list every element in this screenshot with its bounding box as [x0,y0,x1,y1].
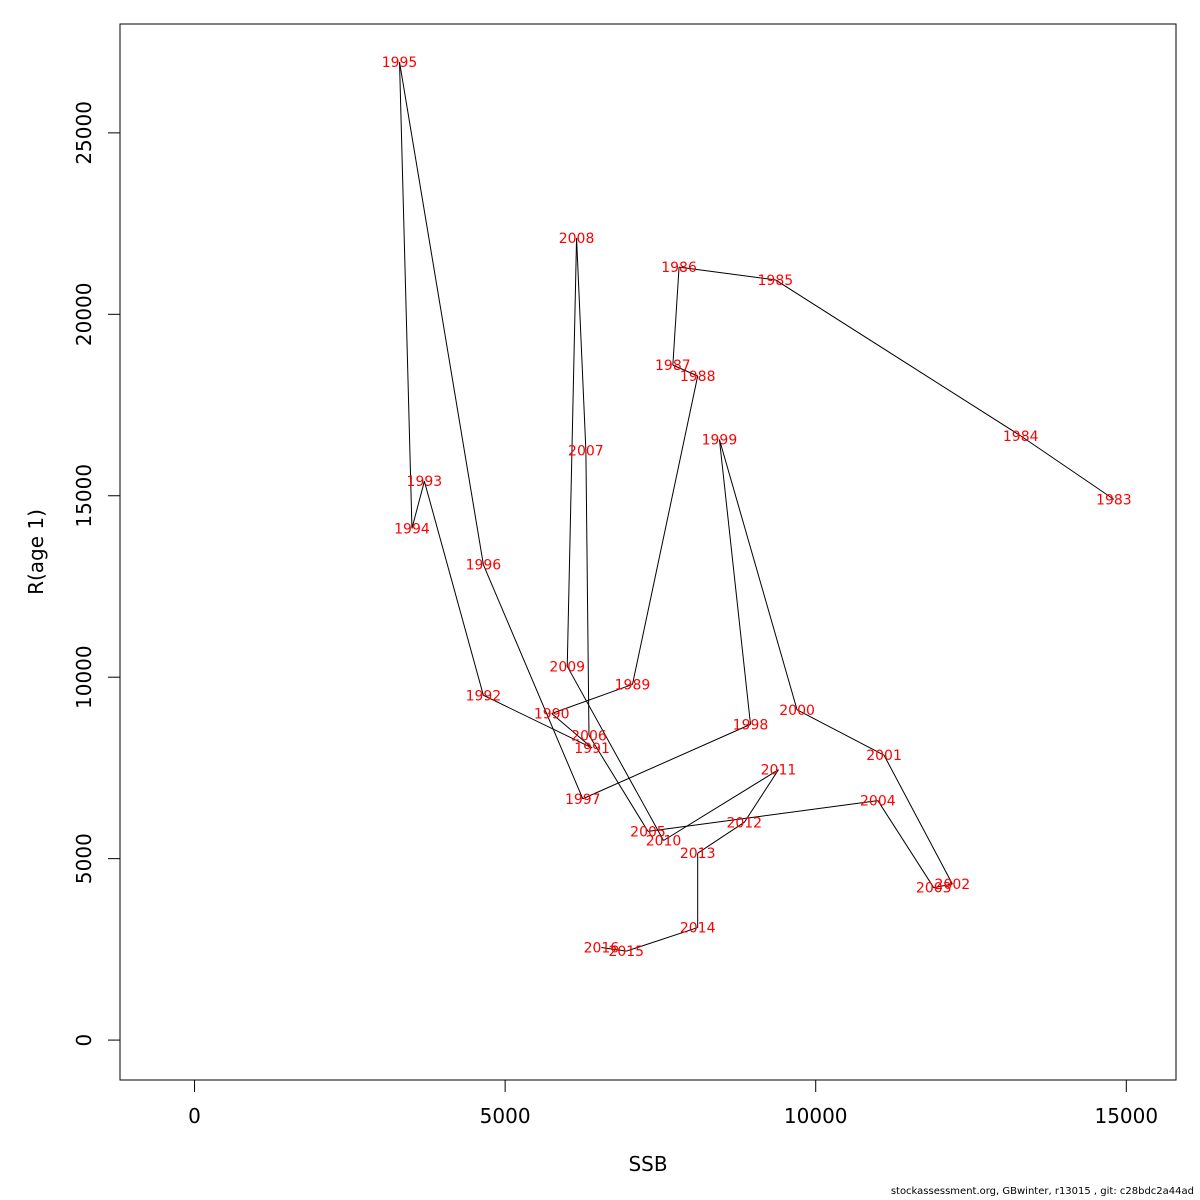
trajectory-segment [697,821,745,854]
trajectory-segment [631,375,699,685]
year-label: 2004 [860,794,896,810]
trajectory-segment [933,883,953,889]
year-label: 1997 [565,792,601,808]
trajectory-segment [423,481,484,696]
y-tick-label: 15000 [72,464,96,528]
trajectory-segment [718,439,798,710]
year-label: 2000 [779,703,815,719]
year-label: 2012 [726,815,762,831]
year-label: 2011 [761,763,797,779]
trajectory-segment [883,754,953,885]
year-label: 1998 [733,717,769,733]
year-label: 1995 [382,55,418,71]
trajectory-segment [626,927,698,952]
year-label: 2015 [608,944,644,960]
trajectory-segment [551,713,593,749]
year-label: 1990 [534,706,570,722]
year-label: 1994 [394,521,430,537]
trajectory-segment [718,439,751,725]
footer-credit: stockassessment.org, GBwinter, r13015 , … [890,1186,1194,1197]
year-label: 2005 [630,824,666,840]
year-label: 2010 [646,833,682,849]
trajectory-segment [1020,435,1115,500]
trajectory-segment [663,769,779,841]
trajectory-segment [678,266,776,281]
year-label: 2008 [559,231,595,247]
trajectory-segment [582,723,751,800]
trajectory-segment [796,709,885,756]
y-axis: 0 5000 10000 15000 20000 25000 [72,101,121,1047]
x-axis-title: SSB [628,1152,667,1176]
year-label: 1993 [407,474,443,490]
trajectory-segment [566,666,664,841]
trajectory-segment [483,694,593,749]
year-label: 1992 [466,688,502,704]
year-label: 1988 [680,369,716,385]
x-axis: 0 5000 10000 15000 [188,1079,1158,1128]
year-label: 1983 [1096,492,1132,508]
year-label: 1984 [1003,429,1039,445]
year-label: 1989 [615,677,651,693]
trajectory-segment [566,238,578,667]
year-label: 1986 [661,260,697,276]
year-label: 1991 [574,741,610,757]
trajectory-segment [588,734,649,832]
year-label: 2013 [680,846,716,862]
trajectory-segment [672,364,698,377]
year-label: 2006 [571,728,607,744]
y-tick-label: 0 [72,1034,96,1047]
trajectory-segment [585,450,590,736]
y-axis-title: R(age 1) [24,509,48,595]
trajectory-segment [601,947,627,952]
plot-frame [119,23,1177,1081]
year-label: 1996 [466,558,502,574]
x-tick-label: 15000 [1094,1104,1158,1128]
trajectory-segment [743,769,779,823]
trajectory-segment [877,800,935,888]
y-tick-label: 5000 [72,833,96,884]
year-label: 1999 [702,433,738,449]
year-label: 2007 [568,443,604,459]
y-tick-label: 10000 [72,645,96,709]
year-label: 2003 [916,881,952,897]
trajectory-segment [576,238,587,451]
trajectory-segment [399,62,484,565]
year-label: 2001 [866,748,902,764]
x-tick-label: 0 [188,1104,201,1128]
year-label: 2014 [680,921,716,937]
y-tick-label: 20000 [72,282,96,346]
trajectory-segment [672,267,680,366]
year-label: 2016 [584,941,620,957]
y-tick-label: 25000 [72,101,96,165]
trajectory-segment [399,62,413,529]
x-tick-label: 5000 [480,1104,531,1128]
year-label: 1987 [655,358,691,374]
year-label: 2009 [549,659,585,675]
year-label: 2002 [935,877,971,893]
trajectory-segment [647,800,878,832]
trajectory-segment [482,564,584,799]
trajectory-lines [399,62,1115,952]
trajectory-segment [411,481,425,529]
trajectory-segment [775,279,1021,437]
trajectory-segment [551,683,633,714]
year-label: 1985 [758,273,794,289]
x-tick-label: 10000 [784,1104,848,1128]
